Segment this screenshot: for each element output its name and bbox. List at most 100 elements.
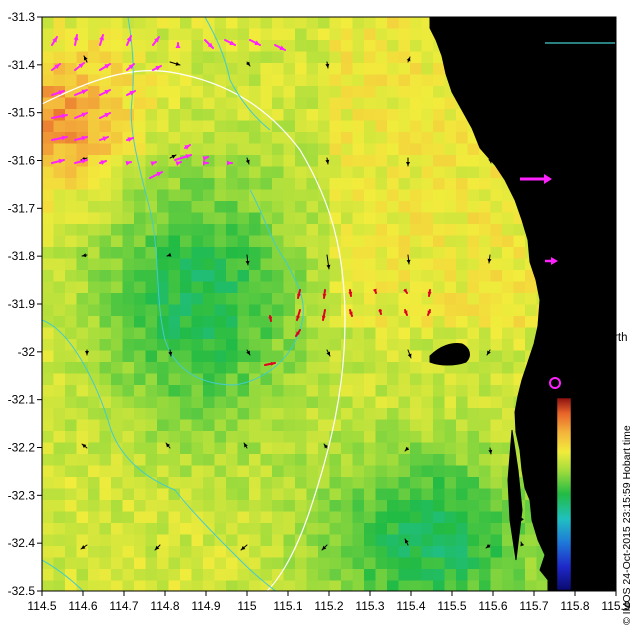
colorbar-tick-label: 17 (577, 570, 589, 582)
altimetry-velocity-arrow (325, 61, 330, 69)
altimetry-velocity-arrow (487, 254, 492, 264)
x-tick-label: 115 (237, 599, 256, 613)
hf-radar-arrow-north (202, 156, 209, 161)
hf-radar-arrow-north (51, 113, 68, 119)
contour-200m (42, 70, 346, 591)
hf-radar-arrow-north (224, 39, 236, 46)
altimetry-velocity-arrow (240, 544, 248, 551)
hf-radar-arrow-south (322, 289, 327, 299)
hf-radar-arrow-north (51, 63, 61, 71)
x-tick-label: 115.5 (437, 599, 466, 613)
y-tick-label: -31.5 (8, 106, 36, 120)
hf-radar-arrow-north (274, 44, 286, 51)
altimetry-velocity-arrow (245, 254, 250, 266)
altimetry-velocity-arrow (486, 349, 491, 356)
alt-legend-2: (0.1m contours) (510, 74, 591, 86)
colorbar-ticks: 17 18 19 20 21 (571, 423, 589, 582)
y-tick-label: -31.4 (8, 58, 36, 72)
hf-radar-arrow-south (264, 361, 276, 366)
hf-radar-arrow-north (73, 34, 79, 46)
argo-marker (549, 377, 561, 389)
altimetry-velocity-arrow (406, 254, 411, 265)
colorbar-tick-label: 18 (577, 533, 589, 545)
altimetry-velocity-arrow (404, 538, 409, 546)
colorbar-tick-label: 19 (577, 496, 589, 508)
altimetry-velocity-arrow (485, 544, 491, 549)
hf-radar-arrow-north (184, 144, 191, 150)
x-tick-label: 114.7 (109, 599, 138, 613)
y-tick-label: -32.2 (8, 441, 36, 455)
hf-radar-arrow-north (99, 112, 111, 119)
colorbar-gradient (556, 397, 572, 591)
hf-radar-arrow-north (126, 137, 134, 142)
contour-1000m-d (42, 559, 84, 591)
altimetry-velocity-arrow (488, 157, 493, 164)
hf-radar-arrow-north (51, 135, 68, 141)
x-axis: 114.5 114.6 114.7 114.8 114.9 115 115.1 115.2 11… (27, 591, 631, 613)
altimetry-velocity-arrow (83, 55, 88, 63)
temperature-colorbar: 17 18 19 20 21 Temp. (°C) modisT 19% ql>=4 (556, 397, 607, 591)
altimetry-velocity-arrow (168, 349, 173, 357)
velocity-arrows (51, 34, 525, 551)
argo-label: Argo (566, 378, 590, 390)
y-tick-label: -31.6 (8, 154, 36, 168)
hf-radar-arrow-south (403, 288, 408, 294)
altimetry-velocity-arrow (80, 544, 88, 550)
bathy-legend-200: 200 (546, 28, 565, 40)
hf-radar-arrow-north (174, 154, 192, 161)
y-tick-label: -32 (18, 345, 36, 359)
alt-legend-arrow (518, 138, 545, 144)
hf-radar-arrow-north (74, 135, 88, 141)
altimetry-velocity-arrow (81, 443, 88, 449)
altimetry-velocity-arrow (321, 544, 328, 551)
colorbar-tick-label: 20 (577, 459, 589, 471)
x-tick-label: 115.1 (273, 599, 302, 613)
y-tick-label: -31.8 (8, 249, 36, 263)
altimetry-velocity-arrow (519, 516, 524, 522)
hf-radar-arrow-north (249, 39, 261, 46)
hf-radar-arrow-north (125, 160, 132, 166)
x-tick-label: 114.5 (27, 599, 56, 613)
hf-radar-arrow-north (99, 34, 104, 46)
hf-radar-arrow-south (427, 309, 432, 316)
y-axis: -31.3 -31.4 -31.5 -31.6 -31.7 -31.8 -31.9 -32 -3… (8, 10, 42, 598)
hf-legend-3: 0.5m/s (1kt 3h) (515, 166, 592, 178)
altimetry-velocity-arrow (326, 254, 331, 270)
colorbar-label: Temp. (°C) modisT 19% ql>=4 (595, 433, 607, 580)
x-tick-label: 115.3 (355, 599, 384, 613)
x-tick-label: 115.9 (601, 599, 630, 613)
alt-legend-1: Altimetric sealevel (510, 59, 603, 71)
altimetry-velocity-arrow (326, 349, 331, 357)
x-tick-label: 115.4 (396, 599, 425, 613)
hf-radar-arrow-north (126, 63, 135, 71)
hf-radar-arrow-north (74, 112, 88, 119)
altimetry-velocity-arrow (406, 157, 410, 167)
altimetry-velocity-arrow (404, 446, 410, 452)
altimetry-velocity-arrow (246, 61, 251, 67)
x-tick-label: 115.7 (519, 599, 548, 613)
map-date: 17-Oct-2015 (455, 22, 519, 34)
hf-radar-arrow-south (321, 309, 326, 321)
hf-radar-arrow-north (203, 160, 209, 166)
hf-radar-arrow-south (348, 289, 353, 297)
contour-1000m-a (127, 17, 304, 386)
x-tick-label: 115.6 (478, 599, 507, 613)
altimetry-velocity-arrow (488, 447, 493, 455)
hf-radar-arrow-north (99, 89, 111, 96)
altimetry-velocity-arrow (407, 349, 412, 359)
alt-legend-5: 0.5m/s (1kt 3h) (510, 119, 587, 131)
hf-legend-2: (3-6h avg)noQC (515, 151, 597, 163)
hf-radar-arrow-south (297, 289, 301, 299)
hf-radar-arrow-north (175, 161, 182, 166)
garden-island (507, 429, 523, 561)
altimetry-velocity-arrow (325, 157, 330, 165)
y-tick-label: -31.3 (8, 10, 36, 24)
altimetry-velocity-arrow (169, 154, 177, 159)
map-legend: 17-Oct-2015 15:35Z 200 1000m Altimetric … (437, 22, 615, 268)
hf-radar-arrow-north (74, 158, 88, 164)
x-tick-label: 115.2 (314, 599, 343, 613)
hf-radar-arrow-north (99, 160, 107, 165)
altimetry-velocity-arrow (323, 443, 328, 449)
hf-legend-arrow (520, 174, 552, 184)
